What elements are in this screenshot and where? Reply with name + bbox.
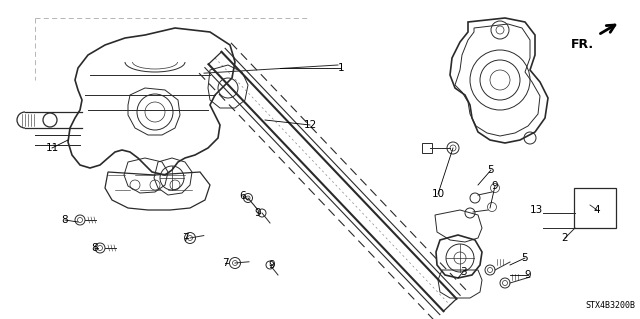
Text: 7: 7 (182, 233, 188, 243)
Text: 9: 9 (269, 260, 275, 270)
Text: 11: 11 (45, 143, 59, 153)
Text: 3: 3 (460, 267, 467, 277)
Bar (574, 188, 616, 228)
Text: FR.: FR. (571, 38, 594, 51)
Text: 7: 7 (221, 258, 228, 268)
Text: 8: 8 (92, 243, 99, 253)
Text: 5: 5 (522, 253, 528, 263)
Text: STX4B3200B: STX4B3200B (585, 301, 635, 310)
Bar (422, 143, 432, 153)
Text: 10: 10 (431, 189, 445, 199)
Text: 4: 4 (594, 205, 600, 215)
Text: 9: 9 (492, 181, 499, 191)
Text: 6: 6 (240, 191, 246, 201)
Text: 9: 9 (255, 208, 261, 218)
Text: 12: 12 (303, 120, 317, 130)
Text: 5: 5 (488, 165, 494, 175)
Text: 8: 8 (61, 215, 68, 225)
Text: 1: 1 (338, 63, 344, 73)
Text: 2: 2 (562, 233, 568, 243)
Text: 13: 13 (529, 205, 543, 215)
Text: 9: 9 (525, 270, 531, 280)
